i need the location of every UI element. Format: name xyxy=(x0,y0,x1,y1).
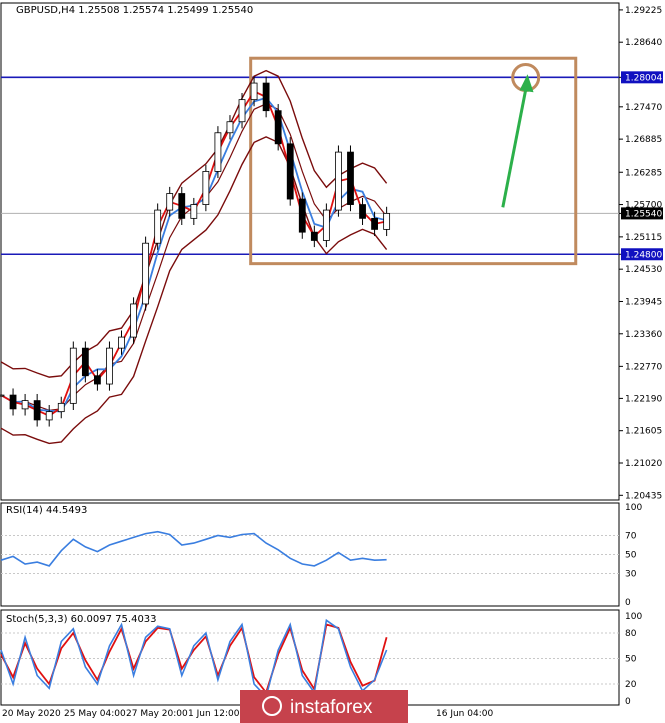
candle-body xyxy=(262,82,270,112)
candle-body xyxy=(69,347,77,404)
candle-body xyxy=(0,394,5,397)
candle-body xyxy=(383,212,391,230)
current-price-tag xyxy=(621,207,663,220)
price-tick-label: 1.22770 xyxy=(625,362,662,372)
stoch-pane xyxy=(0,609,620,706)
bollinger-upper xyxy=(0,69,388,378)
arrow-head-icon xyxy=(519,74,534,93)
price-tick-label: 1.27470 xyxy=(625,103,662,113)
price-tick-label: 1.29225 xyxy=(625,6,662,16)
candle-body xyxy=(45,411,53,421)
watermark-banner xyxy=(240,690,408,723)
candle-body xyxy=(335,151,342,211)
time-label: 1 Jun 12:00 xyxy=(188,709,240,719)
candle-body xyxy=(9,394,17,410)
price-tick-label: 1.25540 xyxy=(625,209,662,219)
candle-body xyxy=(238,99,246,123)
price-tick-label: 1.20435 xyxy=(625,491,662,501)
price-tick-label: 1.24800 xyxy=(625,250,662,260)
level-price-tag xyxy=(621,71,663,84)
stoch-tick-label: 20 xyxy=(625,680,637,690)
rsi-tick-label: 0 xyxy=(625,598,631,608)
rsi-tick-label: 50 xyxy=(625,551,637,561)
candle-body xyxy=(21,400,29,410)
rsi-tick-label: 30 xyxy=(625,570,637,580)
time-label: 27 May 20:00 xyxy=(126,709,188,719)
price-tick-label: 1.24530 xyxy=(625,265,662,275)
candle-body xyxy=(322,209,330,241)
stoch-tick-label: 50 xyxy=(625,655,637,665)
price-tick-label: 1.23945 xyxy=(625,297,662,307)
rsi-line xyxy=(0,530,387,567)
candle-body xyxy=(310,231,318,241)
rsi-label: RSI(14) 44.5493 xyxy=(6,505,87,516)
stoch-tick-label: 80 xyxy=(625,629,637,639)
candle-body xyxy=(226,121,234,134)
stoch-main-line xyxy=(0,618,388,699)
price-tick-label: 1.25115 xyxy=(625,233,662,243)
price-tick-label: 1.28640 xyxy=(625,38,662,48)
candle-body xyxy=(214,132,222,172)
stoch-tick-label: 0 xyxy=(625,697,631,707)
candle-body xyxy=(57,402,65,413)
candle-body xyxy=(106,347,113,385)
price-tick-label: 1.21605 xyxy=(625,427,662,437)
rsi-tick-label: 100 xyxy=(625,503,642,513)
bollinger-lower xyxy=(0,136,388,445)
candle-body xyxy=(154,209,162,244)
stoch-label: Stoch(5,3,3) 60.0097 75.4033 xyxy=(6,614,157,625)
candle-body xyxy=(202,171,210,205)
price-tick-label: 1.25700 xyxy=(625,201,662,211)
candle-body xyxy=(286,143,294,200)
price-axis: 1.29225 1.28640 1.28004 1.27470 1.26885 1.262… xyxy=(619,6,663,501)
price-tick-label: 1.28004 xyxy=(625,73,662,83)
watermark-logo-icon xyxy=(262,696,282,716)
candle-body xyxy=(359,204,366,219)
candle-body xyxy=(142,242,150,305)
stoch-tick-label: 100 xyxy=(625,612,642,622)
rsi-tick-label: 70 xyxy=(625,532,637,542)
candle-body xyxy=(250,82,258,101)
candle-body xyxy=(347,151,354,205)
candle-body xyxy=(178,193,186,219)
candle-body xyxy=(190,204,198,219)
candle-body xyxy=(130,303,137,338)
candle-body xyxy=(298,198,306,233)
price-tick-label: 1.22190 xyxy=(625,394,662,404)
time-label: 25 May 04:00 xyxy=(64,709,126,719)
time-label: 20 May 2020 xyxy=(2,709,61,719)
price-tick-label: 1.23360 xyxy=(625,330,662,340)
candle-body xyxy=(166,193,174,211)
range-box xyxy=(249,56,578,266)
price-tick-label: 1.26885 xyxy=(625,135,662,145)
price-tick-label: 1.26285 xyxy=(625,168,662,178)
time-label: 16 Jun 04:00 xyxy=(436,709,493,719)
candle-body xyxy=(371,217,378,230)
up-arrow-icon xyxy=(501,80,530,208)
watermark-text: instaforex xyxy=(290,697,373,718)
candle-body xyxy=(81,347,89,377)
candle-body xyxy=(274,110,282,145)
chart-header: GBPUSD,H4 1.25508 1.25574 1.25499 1.2554… xyxy=(16,5,253,16)
price-tick-label: 1.21020 xyxy=(625,459,662,469)
candle-body xyxy=(118,336,125,349)
candle-body xyxy=(94,375,101,385)
level-price-tag xyxy=(621,248,663,261)
candle-body xyxy=(33,400,41,421)
